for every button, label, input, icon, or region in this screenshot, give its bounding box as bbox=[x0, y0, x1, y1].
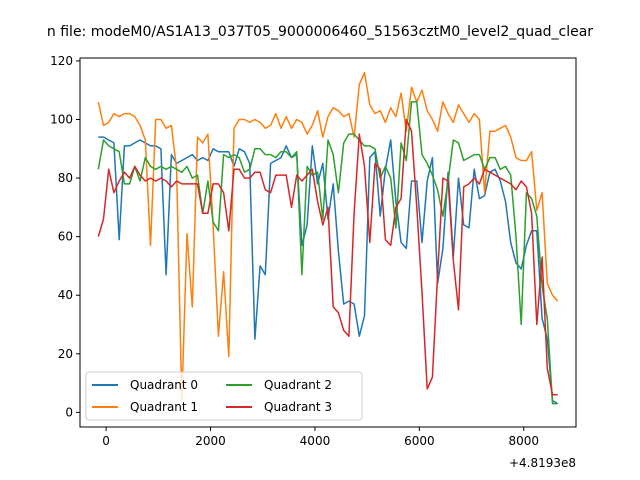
legend-item-2: Quadrant 2 bbox=[226, 378, 332, 392]
x-tick-label: 6000 bbox=[404, 434, 435, 448]
y-tick-label: 0 bbox=[65, 405, 73, 419]
series-line-3 bbox=[97, 118, 558, 396]
series-line-0 bbox=[98, 136, 559, 405]
y-tick-label: 40 bbox=[58, 288, 73, 302]
y-axis: 0 20 40 60 80 100 120 bbox=[50, 54, 80, 419]
x-offset-label: +4.8193e8 bbox=[509, 456, 576, 470]
y-tick-label: 80 bbox=[58, 171, 73, 185]
y-tick-label: 60 bbox=[58, 230, 73, 244]
legend-label: Quadrant 0 bbox=[130, 378, 198, 392]
y-tick-label: 20 bbox=[58, 347, 73, 361]
chart-title: n file: modeM0/AS1A13_037T05_9000006460_… bbox=[47, 24, 593, 40]
x-tick-label: 4000 bbox=[300, 434, 331, 448]
x-tick-label: 8000 bbox=[509, 434, 540, 448]
plot-area bbox=[79, 57, 577, 428]
legend-box bbox=[85, 371, 363, 421]
legend-item-3: Quadrant 3 bbox=[226, 400, 332, 414]
legend-label: Quadrant 1 bbox=[130, 400, 198, 414]
series-layer bbox=[97, 71, 559, 405]
series-line-2 bbox=[97, 101, 558, 405]
x-tick-label: 0 bbox=[102, 434, 110, 448]
x-tick-label: 2000 bbox=[195, 434, 226, 448]
legend-item-0: Quadrant 0 bbox=[92, 378, 198, 392]
plot-frame bbox=[79, 57, 577, 428]
series-line-1 bbox=[97, 71, 559, 402]
y-tick-label: 100 bbox=[50, 113, 73, 127]
x-axis: 0 2000 4000 6000 8000 bbox=[102, 427, 539, 448]
legend: Quadrant 0 Quadrant 1 Quadrant 2 Quadrant 3 bbox=[85, 371, 363, 421]
legend-item-1: Quadrant 1 bbox=[92, 400, 198, 414]
legend-label: Quadrant 2 bbox=[264, 378, 332, 392]
y-tick-label: 120 bbox=[50, 54, 73, 68]
legend-label: Quadrant 3 bbox=[264, 400, 332, 414]
